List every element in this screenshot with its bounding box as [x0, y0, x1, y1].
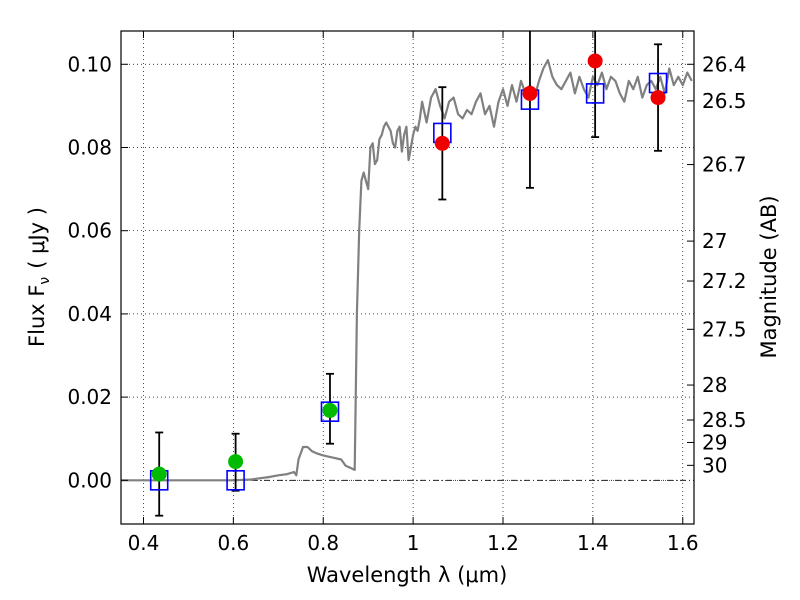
plot-area	[121, 31, 693, 517]
y-tick-label: 0.06	[67, 219, 112, 243]
y-tick-label: 0.08	[67, 135, 112, 159]
x-tick-label: 0.6	[217, 531, 249, 555]
x-tick-label: 0.4	[128, 531, 160, 555]
data-point	[522, 85, 538, 101]
magnitude-tick-label: 27.5	[702, 317, 747, 341]
data-point	[151, 466, 167, 482]
y-axis-label-sub: ν	[37, 277, 53, 285]
model-square	[320, 401, 340, 422]
magnitude-tick-label: 26.5	[702, 89, 747, 113]
magnitude-tick-label: 30	[702, 453, 727, 477]
magnitude-tick-label: 28	[702, 373, 727, 397]
data-point	[228, 454, 244, 470]
magnitude-tick-label: 29	[702, 430, 727, 454]
x-axis-label: Wavelength λ (μm)	[307, 563, 508, 587]
data-point	[650, 90, 666, 106]
magnitude-tick-label: 28.5	[702, 408, 747, 432]
magnitude-tick-label: 26.7	[702, 153, 747, 177]
y-axis-label-unit: ( μJy )	[25, 207, 49, 269]
plot-frame	[120, 30, 695, 525]
x-tick-label: 1.4	[577, 531, 609, 555]
y-tick-label: 0.02	[67, 385, 112, 409]
magnitude-tick-label: 27.2	[702, 269, 747, 293]
y-tick-label: 0.00	[67, 468, 112, 492]
y-axis-label: Flux Fν ( μJy )	[25, 207, 53, 347]
y2-axis-label: Magnitude (AB)	[757, 195, 781, 358]
data-point	[322, 402, 338, 418]
magnitude-tick-label: 27	[702, 229, 727, 253]
model-square	[585, 83, 605, 104]
data-point	[434, 135, 450, 151]
x-tick-label: 1.6	[667, 531, 699, 555]
model-square	[226, 470, 245, 491]
y-tick-label: 0.10	[67, 52, 112, 76]
plot-background	[121, 31, 694, 524]
spectrum-line	[121, 58, 693, 482]
ticks: 0.4 0.6 0.8 1 1.2 1.4 1.6 0.00 0.02 0.04 0.06 0.08 0…	[67, 31, 747, 555]
y-tick-label: 0.04	[67, 302, 112, 326]
y-axis-label-main: Flux F	[25, 285, 49, 347]
observed-points	[151, 53, 666, 482]
spectrum-group	[121, 58, 693, 482]
magnitude-tick-label: 26.4	[702, 52, 747, 76]
x-tick-label: 1.2	[487, 531, 519, 555]
data-point	[587, 53, 603, 69]
x-tick-label: 1	[407, 531, 420, 555]
x-tick-label: 0.8	[307, 531, 339, 555]
